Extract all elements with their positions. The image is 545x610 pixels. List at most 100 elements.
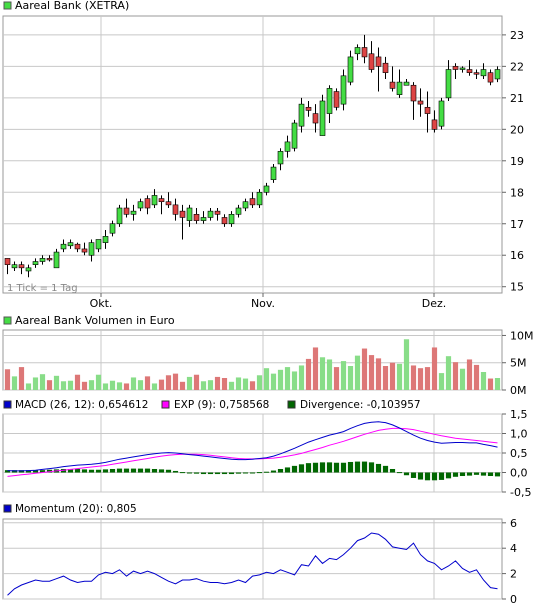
momentum-legend: Momentum (20): 0,805 [15, 503, 137, 515]
divergence-bar [466, 472, 473, 476]
volume-bar [186, 376, 193, 390]
divergence-bar [193, 472, 200, 474]
divergence-bar [130, 468, 137, 473]
volume-bar [445, 356, 452, 390]
divergence-bar [249, 472, 256, 474]
candle [193, 214, 200, 221]
volume-bar [354, 355, 361, 390]
candle [18, 264, 25, 269]
divergence-bar [158, 469, 165, 473]
divergence-bar [347, 461, 354, 473]
candle [368, 53, 375, 70]
volume-bar [151, 383, 158, 390]
divergence-bar [200, 472, 207, 475]
volume-bar [130, 377, 137, 390]
volume-bar [39, 374, 46, 390]
divergence-bar [424, 472, 431, 481]
divergence-bar [333, 462, 340, 473]
momentum-panel [2, 518, 503, 600]
volume-bar [270, 373, 277, 390]
volume-bar [193, 374, 200, 390]
candle [88, 242, 95, 256]
candle [438, 100, 445, 127]
divergence-bar [340, 462, 347, 473]
divergence-bar [60, 468, 67, 473]
candle [410, 84, 417, 102]
volume-bar [144, 376, 151, 390]
divergence-bar [81, 469, 88, 473]
divergence-bar [172, 470, 179, 473]
divergence-bar [298, 464, 305, 473]
divergence-bar [375, 463, 382, 473]
volume-bar [466, 359, 473, 390]
divergence-bar [291, 465, 298, 473]
candle [74, 243, 81, 250]
candle [249, 198, 256, 206]
divergence-bar [410, 472, 417, 478]
candle [60, 243, 67, 250]
volume-bar [312, 347, 319, 390]
candle [11, 264, 18, 269]
divergence-bar [480, 472, 487, 476]
exp-legend-swatch [161, 400, 170, 409]
volume-bar [452, 362, 459, 390]
candle [95, 239, 102, 250]
macd-legend-swatch [3, 400, 12, 409]
divergence-bar [368, 462, 375, 473]
divergence-bar [417, 472, 424, 480]
volume-bar [487, 378, 494, 390]
volume-bar [319, 357, 326, 390]
candle [466, 69, 473, 73]
volume-bar [179, 381, 186, 390]
y-tick-label: 1,0 [510, 428, 528, 441]
volume-bar [389, 362, 396, 390]
divergence-bar [39, 470, 46, 473]
divergence-bar [431, 472, 438, 481]
divergence-bar [396, 472, 403, 474]
divergence-bar [459, 472, 466, 477]
volume-legend-swatch [3, 316, 12, 325]
divergence-bar [151, 468, 158, 473]
volume-bar [368, 355, 375, 390]
candle [207, 210, 214, 218]
volume-bar [305, 358, 312, 390]
divergence-bar [123, 468, 130, 473]
candle [235, 207, 242, 215]
candle [109, 223, 116, 234]
divergence-bar [312, 462, 319, 473]
y-tick-label: 15 [510, 281, 524, 294]
divergence-bar [277, 468, 284, 473]
candle [151, 195, 158, 206]
y-tick-label: 0M [510, 384, 527, 397]
divergence-bar [487, 472, 494, 477]
price-legend-swatch [3, 1, 12, 10]
volume-bar [81, 381, 88, 390]
candle [298, 103, 305, 127]
divergence-bar [361, 461, 368, 473]
volume-bar [347, 366, 354, 390]
candle [403, 81, 410, 86]
volume-bar [494, 378, 501, 390]
x-tick-label: Okt. [90, 297, 113, 310]
volume-bar [109, 380, 116, 390]
candle [256, 191, 263, 206]
candle [431, 119, 438, 130]
divergence-bar [403, 472, 410, 476]
divergence-bar [137, 468, 144, 473]
candle [214, 210, 221, 215]
candle [228, 214, 235, 225]
candle [333, 91, 340, 108]
divergence-bar [88, 469, 95, 473]
candle [270, 166, 277, 180]
divergence-bar [305, 463, 312, 473]
x-tick-label: Dez. [422, 297, 447, 310]
y-tick-label: 22 [510, 60, 524, 73]
candle [319, 100, 326, 136]
y-tick-label: 0 [510, 593, 517, 606]
macd-legend: MACD (26, 12): 0,654612 [15, 399, 148, 411]
candle [46, 258, 53, 261]
volume-bar [214, 376, 221, 390]
volume-bar [340, 361, 347, 390]
candle [459, 67, 466, 70]
y-tick-label: 18 [510, 186, 524, 199]
